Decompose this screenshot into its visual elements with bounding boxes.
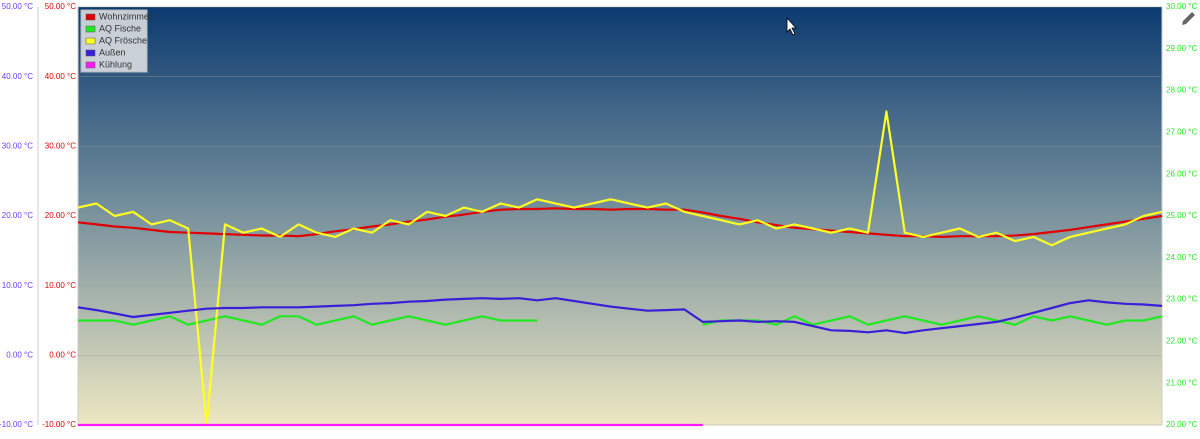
cursor [786,16,797,36]
series-line [78,315,1163,326]
y2-tick-label: 24.00 °C [1166,253,1197,262]
y2-tick-label: 25.00 °C [1166,211,1197,220]
legend-swatch [85,13,96,21]
y2-tick-label: 21.00 °C [1166,378,1197,387]
y2-tick-label: 20.00 °C [1166,420,1197,429]
y3-tick-label: 20.00 °C [2,211,33,220]
y3-tick-label: -10.00 °C [0,420,33,429]
y3-tick-label: 0.00 °C [6,350,33,359]
legend-label: Außen [99,47,126,57]
legend-label: AQ Frösche [99,35,147,45]
edit-icon[interactable] [1182,12,1195,25]
y2-tick-label: 30.00 °C [1166,2,1197,11]
y2-tick-label: 26.00 °C [1166,169,1197,178]
legend-label: Kühlung [99,59,132,69]
legend-swatch [85,25,96,33]
legend-label: AQ Fische [99,23,141,33]
y3-tick-label: 40.00 °C [2,72,33,81]
y3-tick-label: 10.00 °C [2,281,33,290]
series-line [77,297,1163,335]
y2-tick-label: 28.00 °C [1166,86,1197,95]
y-tick-label: 50.00 °C [45,2,76,11]
legend-label: Wohnzimmer [99,11,152,21]
series-line [77,110,1163,427]
legend-swatch [85,37,96,45]
y2-tick-label: 22.00 °C [1166,337,1197,346]
y2-tick-label: 29.00 °C [1166,44,1197,53]
y-tick-label: 0.00 °C [49,350,76,359]
y3-tick-label: 50.00 °C [2,2,33,11]
y-tick-label: 20.00 °C [45,211,76,220]
y-tick-label: -10.00 °C [42,420,76,429]
y-tick-label: 10.00 °C [45,281,76,290]
y2-tick-label: 27.00 °C [1166,128,1197,137]
y2-tick-label: 23.00 °C [1166,295,1197,304]
y-tick-label: 40.00 °C [45,72,76,81]
y-tick-label: 30.00 °C [45,141,76,150]
legend-swatch [85,49,96,57]
legend-swatch [85,61,96,69]
y3-tick-label: 30.00 °C [2,141,33,150]
